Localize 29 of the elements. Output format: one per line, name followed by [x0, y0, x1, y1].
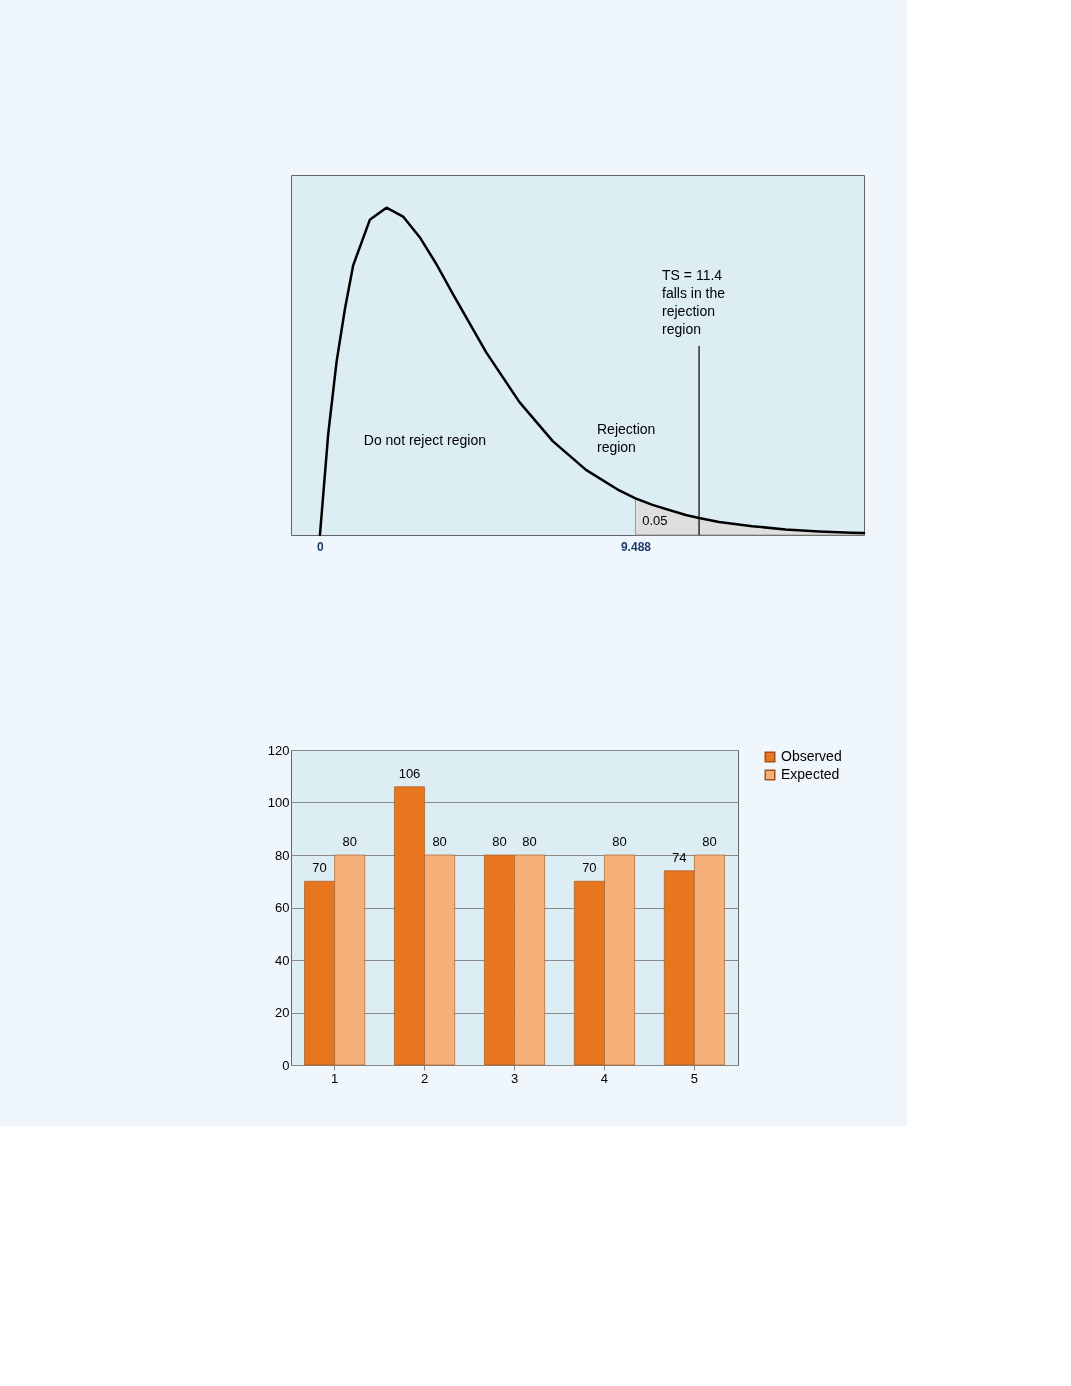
- annotation: Do not reject region: [363, 432, 486, 449]
- legend-label: Expected: [781, 766, 840, 782]
- y-tick-label: 0: [282, 1057, 290, 1073]
- data-label: 80: [432, 834, 447, 849]
- data-label: 70: [582, 860, 597, 876]
- data-label: 70: [312, 860, 327, 876]
- x-tick-label: 3: [510, 1070, 519, 1086]
- data-label: 106: [398, 765, 421, 781]
- x-tick-label: 4: [600, 1070, 609, 1086]
- y-tick-label: 80: [275, 847, 290, 863]
- data-label: 74: [672, 849, 687, 865]
- data-label: 80: [492, 834, 507, 849]
- x-tick-label: 2: [420, 1070, 429, 1086]
- x-tick-label: 9.488: [620, 539, 652, 554]
- x-tick-label: 1: [331, 1070, 339, 1086]
- x-tick-label: 5: [690, 1070, 698, 1086]
- data-label: 80: [342, 834, 357, 849]
- annotation: 0.05: [642, 513, 668, 529]
- legend-label: Observed: [781, 748, 842, 764]
- y-tick-label: 20: [275, 1005, 290, 1020]
- annotation: Rejection region: [596, 421, 656, 456]
- data-label: 80: [522, 834, 537, 849]
- data-label: 80: [702, 834, 717, 849]
- ref-line-label: TS = 11.4 falls in the rejection region: [662, 266, 726, 337]
- data-label: 80: [612, 834, 627, 849]
- y-tick-label: 100: [267, 795, 290, 810]
- y-tick-label: 60: [275, 900, 290, 915]
- y-tick-label: 40: [275, 952, 290, 968]
- y-tick-label: 120: [267, 742, 290, 758]
